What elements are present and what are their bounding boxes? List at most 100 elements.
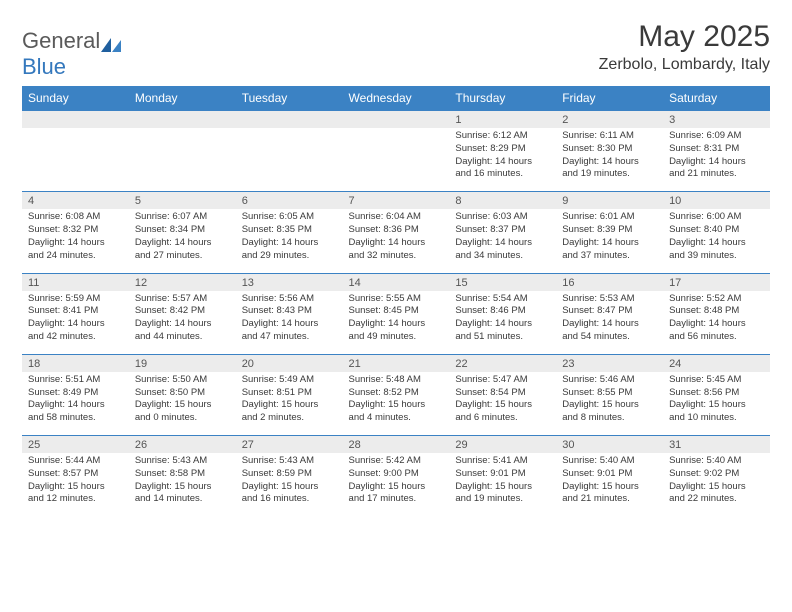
daylight-line: Daylight: 15 hours and 22 minutes. (669, 481, 764, 507)
sunrise-line: Sunrise: 5:42 AM (349, 455, 444, 468)
sunrise-line: Sunrise: 5:51 AM (28, 374, 123, 387)
day-info-cell: Sunrise: 5:43 AMSunset: 8:59 PMDaylight:… (236, 453, 343, 516)
day-info-cell: Sunrise: 5:54 AMSunset: 8:46 PMDaylight:… (449, 291, 556, 355)
info-row: Sunrise: 5:59 AMSunset: 8:41 PMDaylight:… (22, 291, 770, 355)
day-number-cell: 1 (449, 111, 556, 129)
day-number-cell: 31 (663, 436, 770, 454)
daylight-line: Daylight: 14 hours and 56 minutes. (669, 318, 764, 344)
daylight-line: Daylight: 15 hours and 17 minutes. (349, 481, 444, 507)
sunrise-line: Sunrise: 6:00 AM (669, 211, 764, 224)
daylight-line: Daylight: 14 hours and 32 minutes. (349, 237, 444, 263)
sunset-line: Sunset: 8:46 PM (455, 305, 550, 318)
day-info-cell: Sunrise: 5:40 AMSunset: 9:01 PMDaylight:… (556, 453, 663, 516)
sunset-line: Sunset: 8:30 PM (562, 143, 657, 156)
sunset-line: Sunset: 8:29 PM (455, 143, 550, 156)
daylight-line: Daylight: 14 hours and 49 minutes. (349, 318, 444, 344)
col-sunday: Sunday (22, 86, 129, 111)
day-number-cell: 26 (129, 436, 236, 454)
daynum-row: 123 (22, 111, 770, 129)
brand-text: GeneralBlue (22, 28, 123, 80)
sunset-line: Sunset: 8:34 PM (135, 224, 230, 237)
col-thursday: Thursday (449, 86, 556, 111)
sunrise-line: Sunrise: 5:56 AM (242, 293, 337, 306)
sunset-line: Sunset: 8:55 PM (562, 387, 657, 400)
day-number-cell (343, 111, 450, 129)
sunrise-line: Sunrise: 6:05 AM (242, 211, 337, 224)
day-number-cell: 24 (663, 354, 770, 372)
day-number-cell: 18 (22, 354, 129, 372)
day-info-cell (22, 128, 129, 192)
day-number-cell (129, 111, 236, 129)
sunrise-line: Sunrise: 5:53 AM (562, 293, 657, 306)
day-info-cell: Sunrise: 6:05 AMSunset: 8:35 PMDaylight:… (236, 209, 343, 273)
day-info-cell: Sunrise: 5:41 AMSunset: 9:01 PMDaylight:… (449, 453, 556, 516)
day-number-cell: 11 (22, 273, 129, 291)
sunset-line: Sunset: 8:58 PM (135, 468, 230, 481)
daylight-line: Daylight: 14 hours and 37 minutes. (562, 237, 657, 263)
sunset-line: Sunset: 8:59 PM (242, 468, 337, 481)
sunrise-line: Sunrise: 6:04 AM (349, 211, 444, 224)
sunset-line: Sunset: 9:00 PM (349, 468, 444, 481)
sunrise-line: Sunrise: 6:08 AM (28, 211, 123, 224)
day-info-cell: Sunrise: 6:04 AMSunset: 8:36 PMDaylight:… (343, 209, 450, 273)
daylight-line: Daylight: 14 hours and 54 minutes. (562, 318, 657, 344)
day-info-cell: Sunrise: 5:45 AMSunset: 8:56 PMDaylight:… (663, 372, 770, 436)
daynum-row: 18192021222324 (22, 354, 770, 372)
day-number-cell: 2 (556, 111, 663, 129)
daylight-line: Daylight: 15 hours and 4 minutes. (349, 399, 444, 425)
sunset-line: Sunset: 8:57 PM (28, 468, 123, 481)
col-wednesday: Wednesday (343, 86, 450, 111)
sunset-line: Sunset: 8:48 PM (669, 305, 764, 318)
col-saturday: Saturday (663, 86, 770, 111)
sunset-line: Sunset: 8:49 PM (28, 387, 123, 400)
daylight-line: Daylight: 14 hours and 42 minutes. (28, 318, 123, 344)
sunset-line: Sunset: 8:37 PM (455, 224, 550, 237)
sail-icon (101, 34, 123, 50)
sunset-line: Sunset: 8:36 PM (349, 224, 444, 237)
daylight-line: Daylight: 14 hours and 58 minutes. (28, 399, 123, 425)
info-row: Sunrise: 5:51 AMSunset: 8:49 PMDaylight:… (22, 372, 770, 436)
day-number-cell: 10 (663, 192, 770, 210)
sunset-line: Sunset: 8:31 PM (669, 143, 764, 156)
sunset-line: Sunset: 8:41 PM (28, 305, 123, 318)
sunrise-line: Sunrise: 5:55 AM (349, 293, 444, 306)
day-info-cell: Sunrise: 5:49 AMSunset: 8:51 PMDaylight:… (236, 372, 343, 436)
sunrise-line: Sunrise: 5:45 AM (669, 374, 764, 387)
sunrise-line: Sunrise: 5:40 AM (669, 455, 764, 468)
daylight-line: Daylight: 15 hours and 2 minutes. (242, 399, 337, 425)
sunset-line: Sunset: 9:01 PM (455, 468, 550, 481)
col-tuesday: Tuesday (236, 86, 343, 111)
sunrise-line: Sunrise: 6:03 AM (455, 211, 550, 224)
brand-logo: GeneralBlue (22, 28, 123, 80)
sunrise-line: Sunrise: 5:54 AM (455, 293, 550, 306)
day-info-cell: Sunrise: 5:53 AMSunset: 8:47 PMDaylight:… (556, 291, 663, 355)
daynum-row: 45678910 (22, 192, 770, 210)
sunrise-line: Sunrise: 5:47 AM (455, 374, 550, 387)
daylight-line: Daylight: 14 hours and 27 minutes. (135, 237, 230, 263)
day-info-cell (343, 128, 450, 192)
day-number-cell: 16 (556, 273, 663, 291)
day-info-cell: Sunrise: 5:59 AMSunset: 8:41 PMDaylight:… (22, 291, 129, 355)
sunrise-line: Sunrise: 5:57 AM (135, 293, 230, 306)
sunset-line: Sunset: 8:42 PM (135, 305, 230, 318)
title-block: May 2025 Zerbolo, Lombardy, Italy (599, 20, 770, 74)
sunset-line: Sunset: 8:32 PM (28, 224, 123, 237)
sunset-line: Sunset: 8:35 PM (242, 224, 337, 237)
day-number-cell: 19 (129, 354, 236, 372)
daylight-line: Daylight: 15 hours and 10 minutes. (669, 399, 764, 425)
info-row: Sunrise: 6:08 AMSunset: 8:32 PM Daylight:… (22, 209, 770, 273)
sunrise-line: Sunrise: 6:09 AM (669, 130, 764, 143)
sunrise-line: Sunrise: 5:44 AM (28, 455, 123, 468)
sunset-line: Sunset: 9:01 PM (562, 468, 657, 481)
day-number-cell (236, 111, 343, 129)
daylight-line: Daylight: 15 hours and 6 minutes. (455, 399, 550, 425)
day-info-cell: Sunrise: 5:42 AMSunset: 9:00 PMDaylight:… (343, 453, 450, 516)
sunset-line: Sunset: 8:47 PM (562, 305, 657, 318)
sunrise-line: Sunrise: 5:52 AM (669, 293, 764, 306)
sunrise-line: Sunrise: 5:41 AM (455, 455, 550, 468)
day-info-cell: Sunrise: 5:46 AMSunset: 8:55 PMDaylight:… (556, 372, 663, 436)
day-number-cell: 6 (236, 192, 343, 210)
day-info-cell (129, 128, 236, 192)
sunrise-line: Sunrise: 5:59 AM (28, 293, 123, 306)
day-number-cell: 25 (22, 436, 129, 454)
